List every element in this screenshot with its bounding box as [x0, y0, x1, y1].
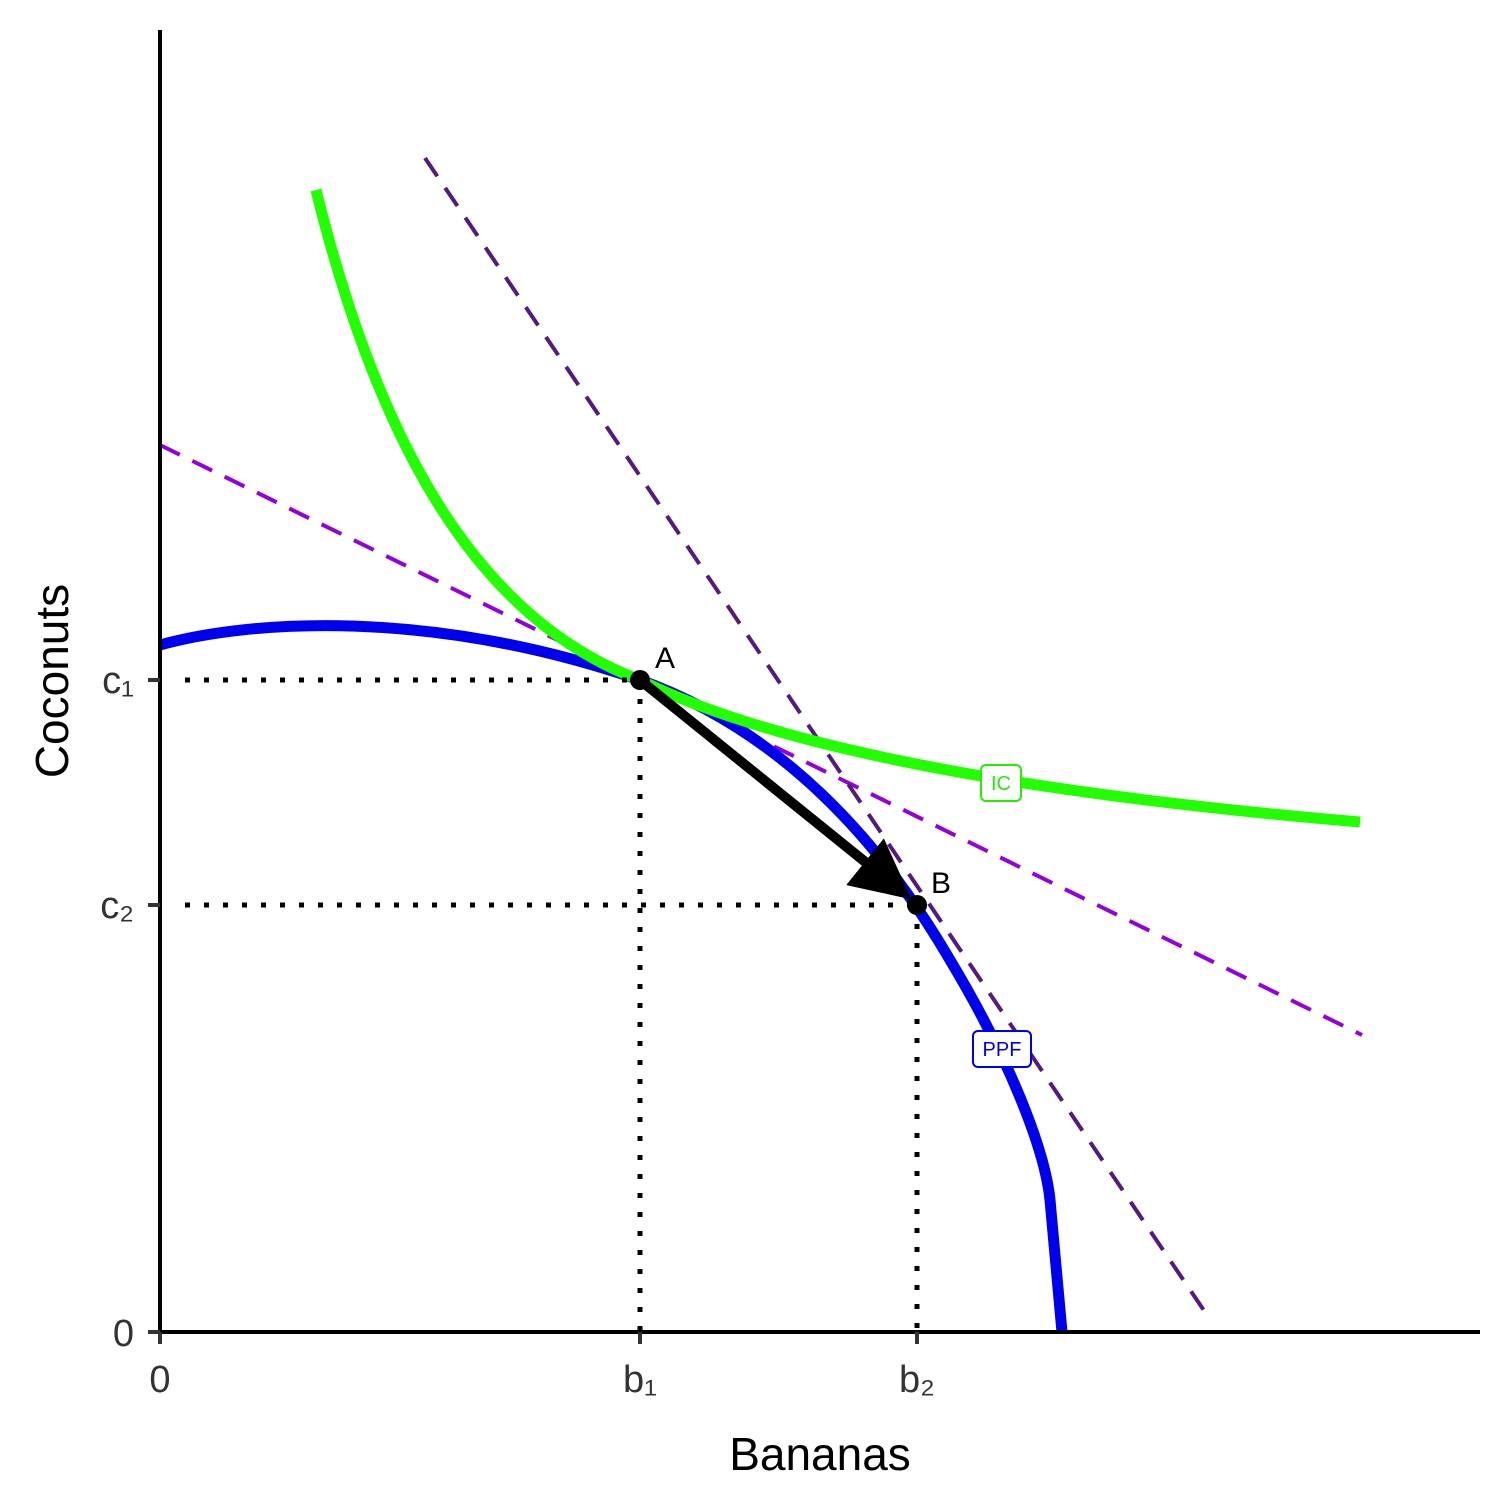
- curve-label: IC: [991, 773, 1011, 795]
- point-b: [907, 895, 927, 915]
- ppf-label-box: [972, 1030, 1032, 1068]
- guides: [185, 677, 920, 1332]
- x-axis-title: Bananas: [729, 1428, 911, 1480]
- point-label: B: [931, 867, 951, 900]
- curve-label: PPF: [983, 1039, 1022, 1061]
- y-tick-label: c₁: [102, 660, 134, 702]
- x-tick-label: b₁: [623, 1359, 657, 1401]
- ppf-curve: [158, 620, 1068, 1333]
- ic-curve: [310, 188, 1361, 828]
- y-tick-label: c₂: [100, 885, 134, 927]
- x-tick-label: 0: [149, 1359, 170, 1401]
- y-axis-title: Coconuts: [26, 584, 78, 778]
- point-label: A: [655, 642, 675, 675]
- ticks: [148, 678, 919, 1344]
- y-tick-label: 0: [113, 1313, 134, 1355]
- arrow: [636, 676, 912, 900]
- x-tick-label: b₂: [899, 1359, 935, 1401]
- ic-label-box: [980, 764, 1022, 802]
- price-line-2: [423, 156, 1207, 1314]
- point-a: [630, 670, 650, 690]
